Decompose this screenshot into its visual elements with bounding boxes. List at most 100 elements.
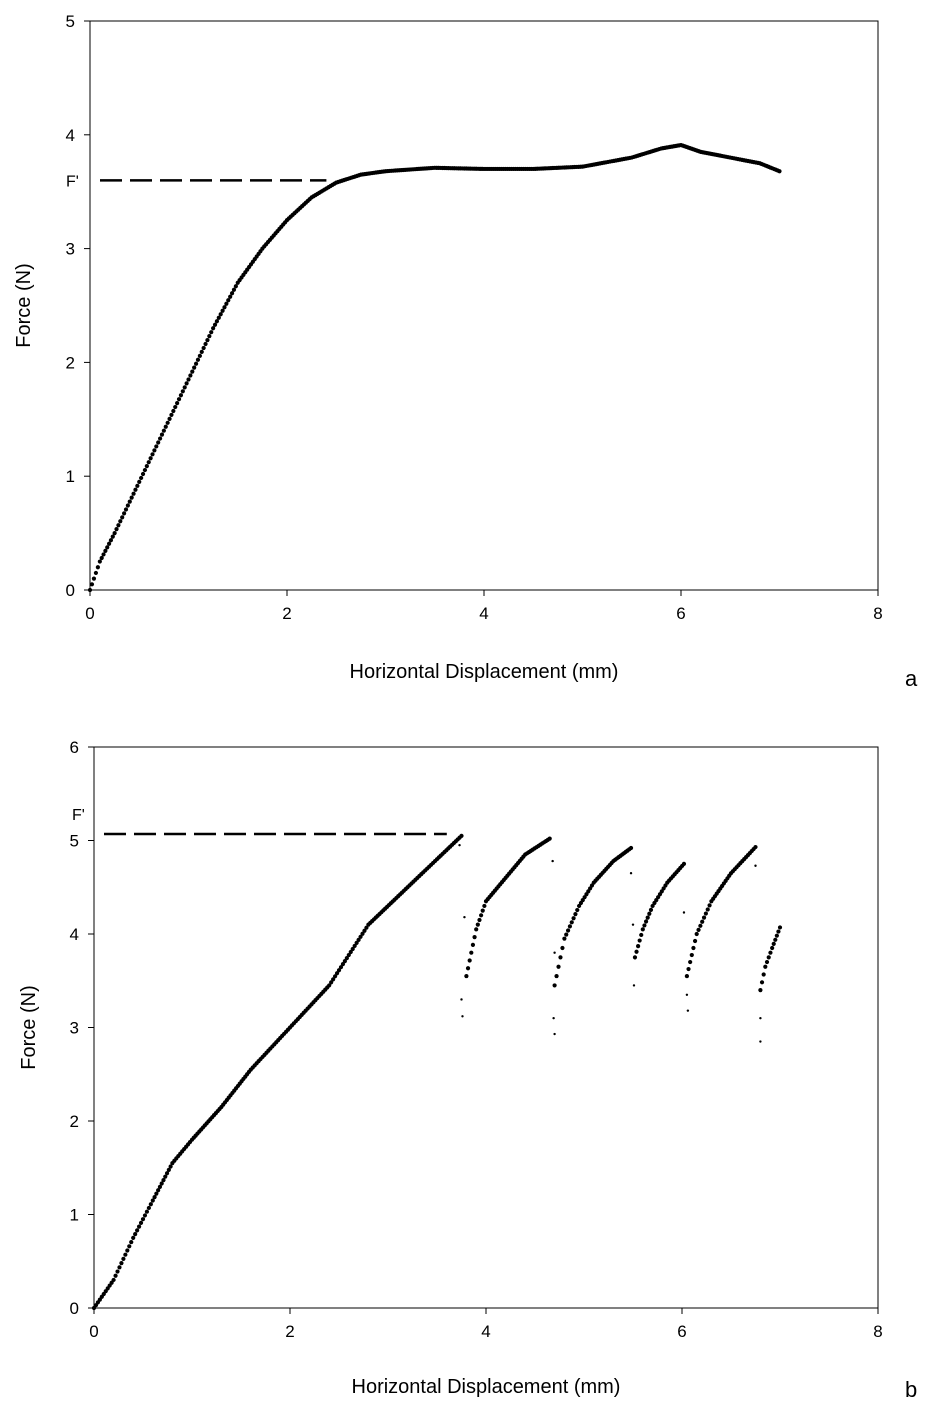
data-point: [129, 495, 134, 500]
data-point: [575, 907, 580, 913]
data-point: [93, 570, 99, 576]
y-tick-label: 3: [70, 1019, 79, 1038]
data-point: [776, 929, 781, 934]
data-point: [127, 1244, 132, 1249]
data-point: [144, 464, 149, 469]
data-point: [705, 907, 710, 912]
data-point: [632, 984, 636, 987]
y-tick-label: 2: [70, 1112, 79, 1131]
data-point: [463, 915, 466, 919]
data-point: [106, 541, 112, 546]
data-point: [157, 436, 163, 441]
y-tick-label: 5: [66, 12, 75, 31]
data-point: [186, 377, 191, 382]
data-point: [101, 552, 106, 557]
x-tick-label: 4: [479, 604, 488, 623]
data-point: [479, 913, 484, 918]
x-tick-label: 4: [481, 1322, 490, 1341]
data-point: [688, 959, 693, 965]
y-tick-label: 2: [66, 353, 75, 372]
data-point: [558, 955, 563, 960]
data-point: [159, 432, 165, 437]
data-point: [470, 942, 476, 948]
data-point: [142, 1213, 148, 1218]
data-point: [218, 312, 223, 317]
data-point: [89, 582, 95, 587]
data-point: [164, 1171, 170, 1176]
data-point: [469, 950, 474, 955]
data-point: [689, 952, 694, 958]
data-point: [701, 915, 707, 920]
data-point: [477, 917, 482, 923]
data-point: [229, 291, 235, 296]
data-point: [647, 911, 652, 916]
data-point: [573, 912, 578, 917]
data-point: [150, 452, 155, 457]
reference-line-b: F': [72, 807, 447, 836]
data-point: [201, 345, 206, 351]
data-point: [171, 408, 176, 414]
data-point: [681, 861, 687, 866]
data-point: [212, 322, 218, 327]
data-point: [777, 925, 783, 930]
data-point: [553, 951, 556, 954]
data-point: [766, 955, 771, 960]
data-point: [168, 1164, 173, 1169]
axis-ticks-a: 0 2 4 6 8 0 1 2 3 4 5: [66, 12, 883, 623]
data-point: [562, 936, 567, 941]
data-point: [771, 941, 776, 947]
data-point: [211, 326, 216, 331]
data-point: [637, 938, 642, 943]
data-point: [342, 959, 347, 964]
data-point: [685, 993, 689, 996]
data-point: [228, 294, 233, 299]
data-point: [770, 945, 775, 951]
data-point: [161, 1177, 166, 1183]
data-point: [118, 519, 123, 524]
data-point: [684, 973, 690, 979]
data-point: [166, 1167, 171, 1172]
data-point: [552, 1016, 555, 1020]
data-point: [759, 1016, 762, 1020]
data-point: [137, 479, 142, 484]
data-point: [569, 920, 574, 925]
data-point: [753, 844, 758, 850]
data-point: [482, 903, 487, 909]
data-point: [140, 471, 146, 477]
data-point: [331, 977, 336, 982]
data-point: [231, 287, 237, 292]
y-tick-label: 5: [70, 832, 79, 851]
data-point: [560, 945, 565, 951]
data-point: [138, 1220, 144, 1226]
data-point: [216, 315, 221, 320]
x-axis-label-b: Horizontal Displacement (mm): [352, 1376, 621, 1398]
data-point: [175, 401, 180, 406]
data-point: [116, 523, 121, 528]
data-point: [340, 962, 346, 967]
data-point: [571, 916, 576, 921]
data-point: [152, 1194, 157, 1200]
f-prime-label: F': [66, 173, 79, 190]
data-point: [148, 456, 153, 461]
data-point: [332, 974, 338, 979]
data-point: [551, 859, 554, 863]
data-point: [165, 420, 170, 425]
data-point: [360, 931, 365, 936]
data-points-b: [91, 833, 783, 1311]
data-point: [768, 950, 773, 955]
data-point: [133, 487, 138, 492]
data-point: [692, 938, 698, 944]
data-point: [159, 1181, 164, 1186]
data-point: [556, 964, 561, 969]
y-tick-label: 3: [66, 240, 75, 259]
data-point: [188, 373, 193, 378]
data-points-a: [87, 142, 782, 593]
data-point: [136, 1224, 142, 1229]
data-point: [182, 385, 187, 390]
data-point: [184, 381, 189, 386]
data-point: [135, 1228, 140, 1233]
data-point: [163, 1174, 168, 1179]
chart-panel-b: 0 2 4 6 8 0 1 2 3 4 5 6 F' Horizontal Displacement …: [18, 738, 917, 1401]
data-point: [639, 932, 644, 938]
